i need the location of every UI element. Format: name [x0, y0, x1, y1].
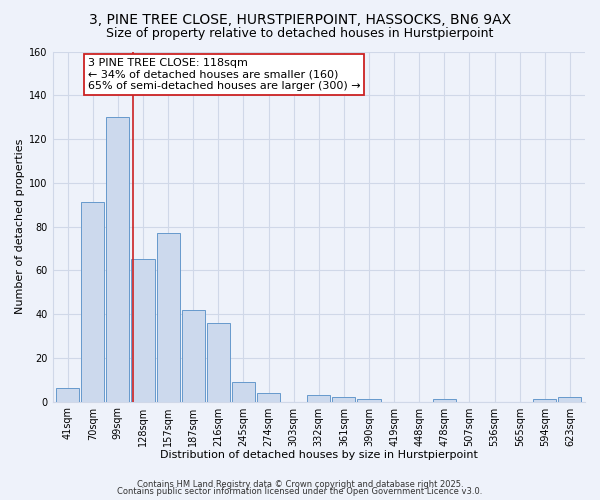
Bar — [207, 323, 230, 402]
Bar — [182, 310, 205, 402]
Bar — [307, 395, 331, 402]
Text: Contains public sector information licensed under the Open Government Licence v3: Contains public sector information licen… — [118, 488, 482, 496]
Bar — [559, 397, 581, 402]
Bar — [232, 382, 255, 402]
Text: 3 PINE TREE CLOSE: 118sqm
← 34% of detached houses are smaller (160)
65% of semi: 3 PINE TREE CLOSE: 118sqm ← 34% of detac… — [88, 58, 361, 92]
X-axis label: Distribution of detached houses by size in Hurstpierpoint: Distribution of detached houses by size … — [160, 450, 478, 460]
Bar — [131, 260, 155, 402]
Bar — [56, 388, 79, 402]
Y-axis label: Number of detached properties: Number of detached properties — [15, 139, 25, 314]
Bar — [358, 400, 380, 402]
Text: Size of property relative to detached houses in Hurstpierpoint: Size of property relative to detached ho… — [106, 28, 494, 40]
Text: Contains HM Land Registry data © Crown copyright and database right 2025.: Contains HM Land Registry data © Crown c… — [137, 480, 463, 489]
Bar — [157, 233, 179, 402]
Bar — [332, 397, 355, 402]
Bar — [106, 117, 130, 402]
Bar — [433, 400, 456, 402]
Bar — [257, 393, 280, 402]
Bar — [533, 400, 556, 402]
Bar — [81, 202, 104, 402]
Text: 3, PINE TREE CLOSE, HURSTPIERPOINT, HASSOCKS, BN6 9AX: 3, PINE TREE CLOSE, HURSTPIERPOINT, HASS… — [89, 12, 511, 26]
